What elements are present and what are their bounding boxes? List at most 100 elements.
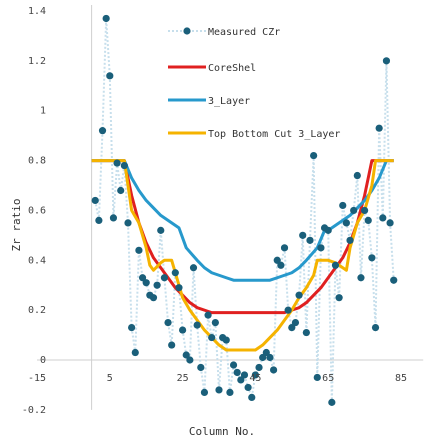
x-tick-label: 5 [107, 373, 113, 384]
measured-point [189, 264, 198, 272]
measured-point [106, 72, 114, 80]
measured-point [226, 388, 234, 397]
measured-point [291, 319, 300, 327]
measured-point [266, 353, 274, 362]
y-tick-label: -0.2 [22, 405, 46, 416]
measured-point [186, 356, 194, 364]
measured-point [324, 226, 332, 234]
measured-point [179, 326, 187, 334]
measured-point [120, 161, 128, 170]
measured-point [222, 336, 230, 344]
measured-point [270, 366, 278, 374]
x-tick-label: -15 [28, 373, 46, 384]
measured-point [200, 388, 209, 397]
measured-point [288, 323, 296, 332]
measured-point [211, 319, 219, 327]
measured-point [168, 341, 176, 349]
measured-point [149, 294, 158, 302]
measured-point [208, 333, 216, 342]
measured-point [109, 214, 118, 222]
measured-point [390, 276, 398, 284]
measured-point [262, 348, 270, 357]
series-lines [91, 18, 395, 403]
y-tick-label: 0 [40, 355, 46, 366]
measured-point [215, 386, 223, 394]
measured-point [357, 274, 365, 282]
measured-point [317, 244, 325, 252]
x-tick-label: 45 [249, 373, 261, 384]
measured-point [259, 353, 267, 362]
measured-point [204, 311, 212, 319]
measured-point [346, 236, 354, 244]
measured-point [171, 269, 179, 277]
legend-swatch-measured-czr [183, 27, 191, 35]
measured-point [306, 236, 314, 244]
measured-point [157, 226, 165, 234]
measured-point [142, 279, 150, 287]
measured-point [353, 171, 361, 180]
legend: Measured CZr CoreShel 3_Layer Top Bottom Cu… [168, 27, 340, 140]
y-tick-label: 1 [40, 106, 46, 117]
x-tick-label: 85 [395, 373, 407, 384]
measured-point [153, 281, 161, 289]
measured-point [197, 363, 205, 372]
y-axis-label: Zr ratio [10, 199, 23, 252]
measured-point [386, 219, 394, 227]
legend-label-coreshel: CoreShel [208, 63, 256, 74]
measured-point [135, 246, 143, 254]
measured-point [375, 124, 383, 132]
series-line-coreshel [91, 159, 394, 315]
measured-point [182, 351, 190, 359]
tick-labels: -15 5 25 45 65 85 -0.2 0 0.2 0.4 0.6 0.8 1 1.2 1.4 [22, 6, 407, 416]
measured-point [117, 186, 125, 195]
legend-label-top-bottom-cut-3-layer: Top Bottom Cut 3_Layer [208, 129, 340, 140]
y-tick-label: 0.6 [28, 205, 46, 216]
y-tick-label: 1.4 [28, 6, 46, 17]
y-tick-label: 1.2 [28, 56, 46, 67]
measured-point [98, 127, 107, 135]
measured-point [328, 398, 336, 406]
measured-point [124, 219, 132, 227]
measured-point [335, 294, 343, 302]
measured-point [248, 393, 256, 401]
measured-point [255, 363, 263, 372]
measured-point [331, 261, 340, 269]
measured-point [164, 319, 172, 327]
measured-point [280, 244, 289, 252]
measured-point [160, 274, 168, 282]
series-line-top-bottom-cut-3-layer [91, 159, 394, 352]
measured-point [113, 159, 121, 167]
measured-point [91, 196, 99, 205]
measured-point [244, 383, 252, 392]
measured-point [251, 371, 259, 379]
measured-point [284, 306, 292, 314]
legend-label-measured-czr: Measured CZr [208, 27, 280, 38]
measured-point [302, 328, 310, 337]
measured-point [193, 321, 201, 329]
measured-point [233, 368, 241, 377]
measured-point [310, 151, 318, 160]
x-tick-label: 25 [177, 373, 189, 384]
measured-point [313, 373, 321, 382]
measured-point [237, 376, 245, 384]
measured-point [229, 361, 238, 369]
y-tick-label: 0.4 [28, 255, 46, 266]
measured-point [350, 206, 358, 215]
measured-point [361, 206, 369, 215]
measured-czr-link-line [94, 18, 395, 403]
measured-point [342, 219, 350, 227]
measured-point [277, 261, 285, 269]
x-axis-label: Column No. [189, 425, 255, 438]
measured-point [95, 216, 103, 224]
legend-label-3-layer: 3_Layer [208, 96, 250, 107]
y-tick-label: 0.8 [28, 156, 46, 167]
measured-point [240, 371, 249, 379]
measured-point [382, 57, 391, 65]
measured-point [368, 254, 376, 262]
measured-point [138, 274, 147, 282]
measured-point [299, 231, 307, 239]
measured-point [102, 14, 110, 23]
measured-point [175, 284, 183, 292]
measured-point [131, 348, 139, 357]
